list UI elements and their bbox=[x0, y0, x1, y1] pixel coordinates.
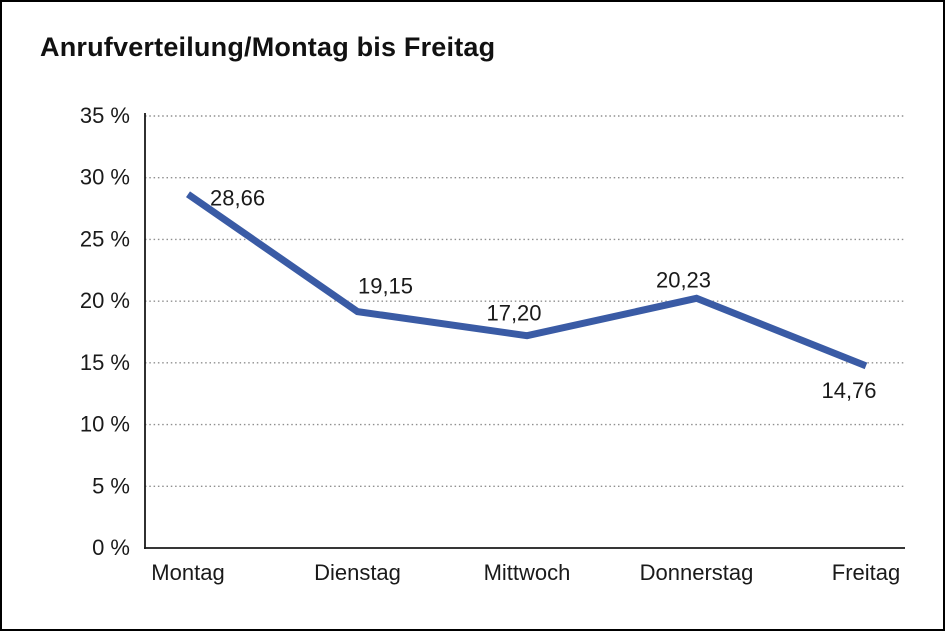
data-label: 14,76 bbox=[821, 378, 876, 403]
y-tick-label: 10 % bbox=[80, 412, 130, 437]
y-tick-label: 35 % bbox=[80, 103, 130, 128]
x-category-label: Mittwoch bbox=[484, 560, 571, 585]
y-tick-label: 5 % bbox=[92, 473, 130, 498]
x-category-label: Freitag bbox=[832, 560, 900, 585]
series-line bbox=[186, 191, 868, 370]
x-category-label: Montag bbox=[151, 560, 224, 585]
data-label: 20,23 bbox=[656, 267, 711, 292]
y-tick-label: 25 % bbox=[80, 226, 130, 251]
y-tick-label: 15 % bbox=[80, 350, 130, 375]
x-category-label: Dienstag bbox=[314, 560, 401, 585]
x-category-label: Donnerstag bbox=[640, 560, 754, 585]
y-tick-label: 0 % bbox=[92, 535, 130, 560]
y-tick-label: 30 % bbox=[80, 165, 130, 190]
chart-title: Anrufverteilung/Montag bis Freitag bbox=[40, 32, 496, 62]
data-label: 17,20 bbox=[486, 301, 541, 326]
data-label: 19,15 bbox=[358, 274, 413, 299]
y-tick-label: 20 % bbox=[80, 288, 130, 313]
data-label: 28,66 bbox=[210, 185, 265, 210]
